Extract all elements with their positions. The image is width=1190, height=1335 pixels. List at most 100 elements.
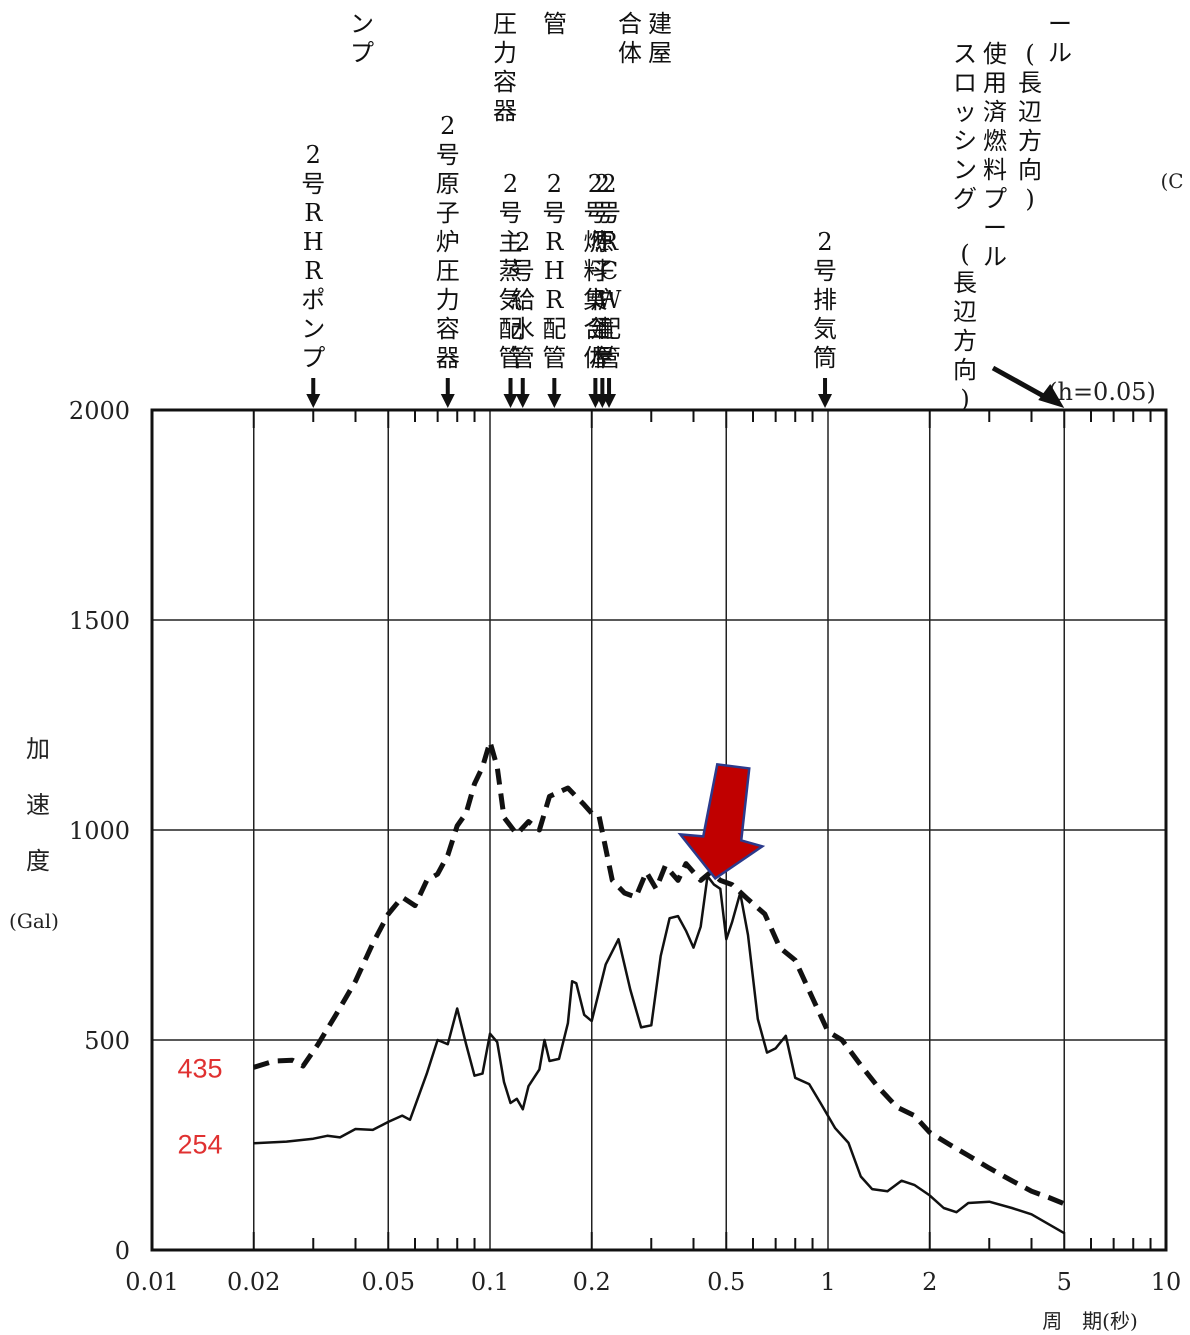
equipment-label-char: 号	[301, 170, 325, 198]
top-fragment-char: ル	[983, 243, 1007, 271]
equipment-label-char: 給	[511, 286, 535, 314]
top-fragment-char: 長	[1018, 69, 1042, 97]
y-tick-label: 1000	[69, 817, 130, 845]
equipment-label-char: 器	[436, 344, 460, 372]
equipment-label-char: 原	[436, 170, 460, 198]
equipment-label-char: H	[544, 257, 565, 285]
equipment-arrow-head	[547, 394, 562, 408]
x-tick-label: 0.01	[125, 1268, 178, 1296]
top-fragment-char: (	[960, 240, 969, 268]
top-fragment-char: 器	[493, 97, 517, 125]
equipment-label-char: 配	[542, 315, 566, 343]
top-fragment-char: ロ	[953, 69, 977, 97]
equipment-label-char: 管	[542, 344, 566, 372]
top-fragment-char: 圧	[493, 10, 517, 38]
top-fragment-char: 使	[983, 40, 1007, 68]
top-fragment-char: 向	[953, 356, 977, 384]
x-tick-label: 0.02	[227, 1268, 280, 1296]
equipment-label-char: 管	[511, 344, 535, 372]
equipment-label-char: 管	[499, 344, 523, 372]
x-tick-label: 10	[1151, 1268, 1182, 1296]
equipment-label-char: 号	[436, 141, 460, 169]
equipment-label-char: 体	[583, 344, 607, 372]
x-tick-label: 0.5	[707, 1268, 745, 1296]
equipment-label-char: 炉	[436, 228, 460, 256]
top-fragment-char: 辺	[1018, 98, 1042, 126]
equipment-label-char: 2	[547, 170, 562, 198]
x-tick-label: 0.2	[573, 1268, 611, 1296]
y-axis-title-char: 度	[26, 847, 50, 875]
equipment-label-char: 号	[590, 199, 614, 227]
top-fragment-char: 済	[983, 98, 1007, 126]
equipment-label-char: 号	[583, 199, 607, 227]
equipment-arrow-head	[306, 394, 321, 408]
equipment-arrow-head	[818, 394, 833, 408]
equipment-label-char: 号	[542, 199, 566, 227]
equipment-label-char: 配	[499, 315, 523, 343]
y-tick-label: 1500	[69, 607, 130, 635]
equipment-label-char: 料	[583, 257, 607, 285]
equipment-label-char: 号	[597, 199, 621, 227]
equipment-label-char: 2	[440, 112, 455, 140]
top-fragment-char: グ	[953, 185, 977, 213]
top-fragment-char: 合	[618, 10, 642, 38]
equipment-label-char: 主	[499, 228, 523, 256]
equipment-label-char: 2	[515, 228, 530, 256]
series-layer	[252, 739, 1066, 1235]
x-tick-label: 2	[922, 1268, 937, 1296]
equipment-label-char: R	[304, 257, 323, 285]
equipment-label-char: 建	[590, 315, 614, 343]
top-fragment-char: )	[960, 385, 969, 413]
top-fragment-char: プ	[350, 39, 374, 67]
equipment-label-char: 2	[306, 141, 321, 169]
equipment-label-char: プ	[301, 344, 325, 372]
x-tick-label: 0.05	[362, 1268, 415, 1296]
equipment-label-char: R	[545, 286, 564, 314]
top-fragment-char: 方	[953, 327, 977, 355]
label-layer: 0.01 0.02 0.05 0.1 0.2 0.5 1 2 5 10 0 500 1000 1500 20…	[9, 397, 1181, 1333]
equipment-arrow-head	[503, 394, 518, 408]
equipment-label-char: R	[600, 228, 619, 256]
equipment-label-char: 原	[590, 228, 614, 256]
x-tick-label: 0.1	[471, 1268, 509, 1296]
top-fragment-char: 力	[493, 39, 517, 67]
y-axis-unit: (Gal)	[9, 909, 59, 933]
y-axis-title-char: 速	[26, 791, 50, 819]
value-label: 254	[177, 1129, 222, 1159]
top-fragment-char: )	[1025, 185, 1034, 213]
y-tick-label: 0	[115, 1237, 130, 1265]
top-fragment-char: 方	[1018, 127, 1042, 155]
equipment-label-char: 集	[583, 286, 607, 314]
top-fragment-char: ン	[350, 10, 374, 38]
equipment-label-char: 蒸	[499, 257, 523, 285]
equipment-label-char: 2	[817, 228, 832, 256]
equipment-label-char: 号	[499, 199, 523, 227]
equipment-arrow-head	[602, 394, 617, 408]
top-fragment-char: 向	[1018, 156, 1042, 184]
equipment-label-char: W	[597, 286, 622, 314]
top-fragment-char: (	[1025, 40, 1034, 68]
plot-frame	[150, 408, 1168, 1252]
x-axis-title: 周 期(秒)	[1042, 1309, 1138, 1333]
top-fragment-char: ー	[1048, 10, 1072, 38]
equipment-label-char: 子	[590, 257, 614, 285]
top-fragment-char: 料	[983, 156, 1007, 184]
equipment-label-char: 管	[597, 344, 621, 372]
series-line-dashed	[252, 739, 1066, 1207]
tick-layer	[252, 410, 1152, 1250]
equipment-label-char: 炉	[590, 286, 614, 314]
equipment-label-char: R	[545, 228, 564, 256]
top-fragment: (C	[1160, 169, 1183, 193]
equipment-label-char: 気	[499, 286, 523, 314]
equipment-label-char: 容	[436, 315, 460, 343]
equipment-label-char: 屋	[590, 344, 614, 372]
equipment-label-char: 気	[813, 315, 837, 343]
x-tick-label: 1	[820, 1268, 835, 1296]
top-fragment-char: 建	[648, 10, 672, 38]
equipment-label-char: 号	[813, 257, 837, 285]
highlight-arrow	[677, 763, 766, 881]
equipment-label-char: ン	[301, 315, 325, 343]
damping-label: (h=0.05)	[1048, 378, 1156, 406]
equipment-label-char: 筒	[813, 344, 837, 372]
top-fragment-char: 屋	[648, 39, 672, 67]
